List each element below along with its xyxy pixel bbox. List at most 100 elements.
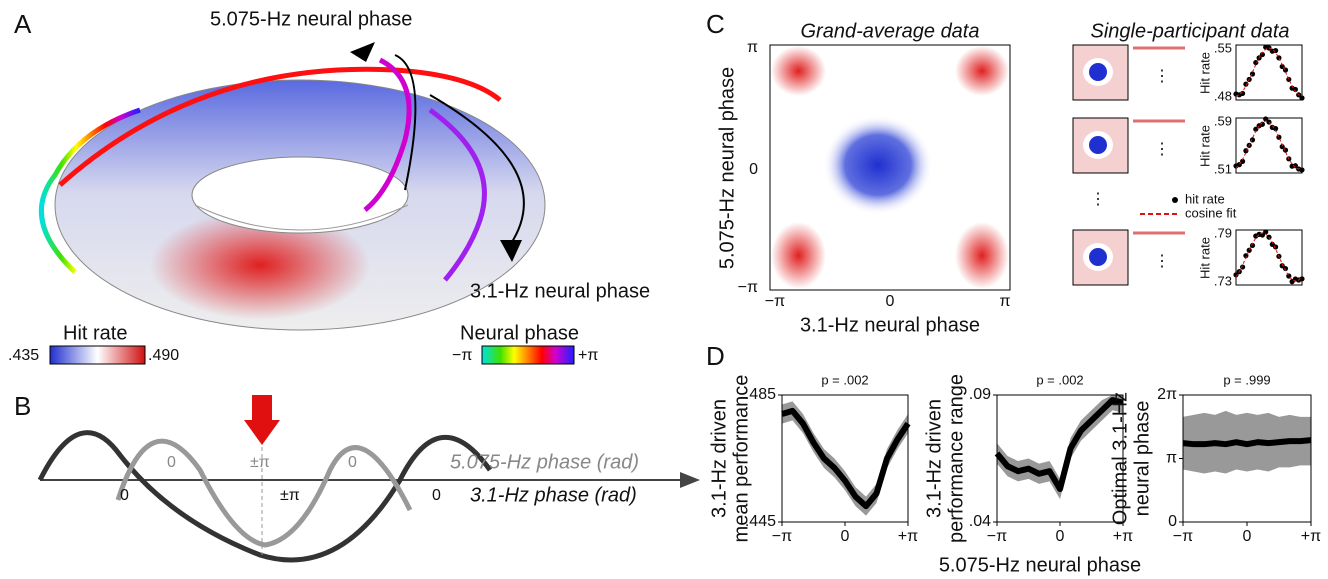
arrowhead bbox=[500, 240, 522, 262]
y-axis-label: 3.1-Hz driven bbox=[708, 399, 730, 518]
legend-label: hit rate bbox=[1185, 191, 1225, 206]
mini-dot bbox=[1282, 265, 1289, 272]
legend-label: cosine fit bbox=[1185, 205, 1237, 220]
chart-title: p = .002 bbox=[821, 372, 868, 387]
chart-title: p = .002 bbox=[1036, 372, 1083, 387]
phase-rings bbox=[38, 57, 502, 282]
x-tick-label: −π bbox=[1173, 528, 1193, 545]
line bbox=[781, 407, 911, 510]
y-tick-label: .485 bbox=[745, 386, 776, 403]
mini-dot bbox=[1253, 126, 1259, 132]
x-tick-label: 0 bbox=[1056, 528, 1065, 545]
tick-label: 0 bbox=[886, 293, 895, 310]
mini-dot bbox=[1246, 247, 1252, 253]
axis-label: Hit rate bbox=[1197, 52, 1212, 94]
axis-label: 5.075-Hz phase (rad) bbox=[450, 451, 639, 473]
tick-label: .59 bbox=[1214, 113, 1232, 128]
tick-label: 0 bbox=[348, 454, 357, 471]
axis-label: 3.1-Hz neural phase bbox=[470, 280, 650, 302]
tick-label: 0 bbox=[167, 454, 176, 471]
thumbnail-blob bbox=[1089, 63, 1107, 81]
mini-dot bbox=[1263, 116, 1269, 122]
mini-dot bbox=[1299, 95, 1305, 101]
tick-label: π bbox=[999, 293, 1010, 310]
wave bbox=[37, 430, 493, 563]
wave bbox=[115, 438, 413, 548]
arrows bbox=[394, 54, 525, 246]
mini-dot bbox=[1273, 244, 1279, 250]
panel-label: C bbox=[706, 9, 725, 39]
ellipsis: ⋮ bbox=[1090, 191, 1106, 208]
y-axis-label: Optimal 3.1-Hz bbox=[1109, 392, 1131, 525]
mini-dot bbox=[1276, 55, 1282, 61]
tick-label: .51 bbox=[1214, 161, 1232, 176]
mini-dot bbox=[1240, 264, 1246, 270]
mini-dot bbox=[1263, 229, 1269, 235]
tick-label: .48 bbox=[1214, 88, 1232, 103]
mini-dot bbox=[1259, 51, 1265, 58]
y-axis-label: performance range bbox=[945, 374, 967, 543]
axis-label: 3.1-Hz neural phase bbox=[800, 314, 980, 336]
y-axis-label: mean performance bbox=[730, 375, 752, 543]
colorbar-label: −π bbox=[452, 347, 472, 364]
mini-dot bbox=[1240, 158, 1246, 164]
ellipsis: ⋮ bbox=[1154, 68, 1170, 85]
line-charts: p = .002.445.485−π 0 +π3.1-Hz driven mean p… bbox=[708, 372, 1321, 545]
tick-label: .73 bbox=[1214, 273, 1232, 288]
mini-fit bbox=[1235, 47, 1303, 97]
tick-label: ±π bbox=[280, 487, 300, 504]
y-tick-label: π bbox=[1166, 450, 1177, 467]
colorbar bbox=[481, 345, 575, 365]
thumbnail-blob bbox=[1089, 136, 1107, 154]
tick-label: 0 bbox=[749, 161, 758, 178]
line bbox=[994, 397, 1124, 492]
mini-dot bbox=[1233, 272, 1239, 278]
x-tick-label: +π bbox=[1301, 528, 1321, 545]
mini-dot bbox=[1273, 126, 1279, 132]
colorbar bbox=[49, 345, 146, 365]
tick-label: 0 bbox=[432, 487, 441, 504]
tick-label: .55 bbox=[1214, 40, 1232, 55]
colorbar-label: .435 bbox=[8, 347, 39, 364]
tick-label: −π bbox=[765, 293, 785, 310]
y-tick-label: 0 bbox=[1168, 513, 1177, 530]
x-tick-label: −π bbox=[772, 528, 792, 545]
tick-label: .79 bbox=[1214, 225, 1232, 240]
mini-fit bbox=[1235, 120, 1303, 170]
colorbar-label: .490 bbox=[148, 347, 179, 364]
mini-dot bbox=[1276, 134, 1282, 140]
y-axis-label: neural phase bbox=[1131, 401, 1153, 517]
panel-label: A bbox=[14, 9, 32, 39]
x-tick-label: −π bbox=[987, 528, 1007, 545]
mini-dot bbox=[1249, 242, 1256, 249]
panel-label: D bbox=[706, 341, 725, 371]
axis-label: 5.075-Hz neural phase bbox=[939, 554, 1141, 576]
panel-title: Grand-average data bbox=[800, 20, 979, 42]
panel-label: B bbox=[14, 391, 31, 421]
legend-title: Hit rate bbox=[63, 322, 127, 344]
y-tick-label: .445 bbox=[745, 513, 776, 530]
chart-title: p = .999 bbox=[1223, 372, 1270, 387]
colorbar-label: +π bbox=[578, 347, 598, 364]
y-axis-label: 3.1-Hz driven bbox=[923, 399, 945, 518]
thumbnail-blob bbox=[1089, 248, 1107, 266]
mini-fit bbox=[1235, 232, 1303, 282]
legend-dot bbox=[1172, 197, 1178, 203]
red-arrow bbox=[244, 395, 280, 445]
y-tick-label: .04 bbox=[969, 513, 991, 530]
ellipsis: ⋮ bbox=[1154, 253, 1170, 270]
mini-plot bbox=[1235, 44, 1303, 101]
mini-dot bbox=[1299, 167, 1305, 173]
arrowhead bbox=[680, 472, 700, 488]
mini-dot bbox=[1286, 76, 1292, 83]
x-tick-label: +π bbox=[1113, 528, 1133, 545]
line bbox=[1182, 437, 1312, 448]
y-tick-label: .09 bbox=[969, 386, 991, 403]
axis-label: 3.1-Hz phase (rad) bbox=[470, 484, 637, 506]
mini-dot bbox=[1243, 81, 1249, 87]
axis-label: 5.075-Hz neural phase bbox=[210, 8, 412, 30]
heatmap bbox=[769, 44, 1011, 291]
axis-label: Hit rate bbox=[1197, 237, 1212, 279]
